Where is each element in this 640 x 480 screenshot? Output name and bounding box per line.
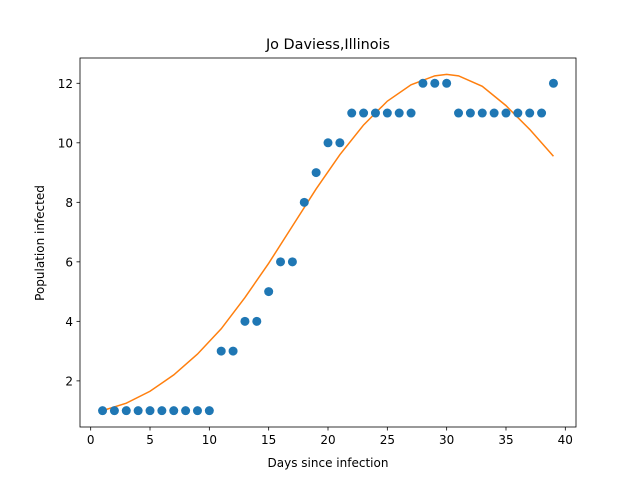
data-point bbox=[240, 316, 250, 326]
x-tick-label: 25 bbox=[380, 433, 395, 447]
data-point bbox=[181, 406, 191, 416]
data-point bbox=[359, 108, 369, 118]
data-point bbox=[109, 406, 119, 416]
y-tick-label: 2 bbox=[65, 374, 73, 388]
data-point bbox=[145, 406, 155, 416]
data-point bbox=[299, 197, 309, 207]
data-point bbox=[287, 257, 297, 267]
plot-area: 0 5 10 15 20 25 30 35 40 2 4 6 8 10 12 bbox=[58, 57, 577, 447]
data-point bbox=[216, 346, 226, 356]
data-point bbox=[382, 108, 392, 118]
data-point bbox=[192, 406, 202, 416]
data-point bbox=[169, 406, 179, 416]
y-tick-label: 4 bbox=[65, 315, 73, 329]
data-point bbox=[548, 78, 558, 88]
y-tick-label: 12 bbox=[58, 77, 73, 91]
y-tick-label: 6 bbox=[65, 255, 73, 269]
data-point bbox=[501, 108, 511, 118]
data-point bbox=[525, 108, 535, 118]
data-point bbox=[394, 108, 404, 118]
data-point bbox=[418, 78, 428, 88]
data-point bbox=[442, 78, 452, 88]
data-point bbox=[513, 108, 523, 118]
y-tick-label: 10 bbox=[58, 136, 73, 150]
x-tick-label: 40 bbox=[558, 433, 573, 447]
x-tick-label: 0 bbox=[87, 433, 95, 447]
data-point bbox=[335, 138, 345, 148]
data-point bbox=[157, 406, 167, 416]
data-point bbox=[204, 406, 214, 416]
data-point bbox=[276, 257, 286, 267]
x-axis-label: Days since infection bbox=[268, 456, 389, 470]
y-tick-label: 8 bbox=[65, 196, 73, 210]
data-point bbox=[370, 108, 380, 118]
x-tick-label: 5 bbox=[146, 433, 154, 447]
data-point bbox=[406, 108, 416, 118]
x-tick-label: 10 bbox=[202, 433, 217, 447]
y-axis-label: Population infected bbox=[33, 185, 47, 301]
data-point bbox=[133, 406, 143, 416]
data-point bbox=[477, 108, 487, 118]
data-point bbox=[264, 287, 274, 297]
data-point bbox=[489, 108, 499, 118]
data-point bbox=[98, 406, 108, 416]
data-point bbox=[454, 108, 464, 118]
x-tick-label: 30 bbox=[439, 433, 454, 447]
data-point bbox=[311, 168, 321, 178]
fit-line bbox=[102, 73, 555, 412]
x-tick-label: 35 bbox=[498, 433, 513, 447]
data-point bbox=[252, 316, 262, 326]
x-tick-label: 15 bbox=[261, 433, 276, 447]
data-point bbox=[323, 138, 333, 148]
data-point bbox=[537, 108, 547, 118]
data-point bbox=[228, 346, 238, 356]
data-point bbox=[347, 108, 357, 118]
data-point bbox=[430, 78, 440, 88]
data-point bbox=[121, 406, 131, 416]
x-tick-label: 20 bbox=[320, 433, 335, 447]
data-point bbox=[465, 108, 475, 118]
chart-title: Jo Daviess,Illinois bbox=[265, 37, 390, 53]
